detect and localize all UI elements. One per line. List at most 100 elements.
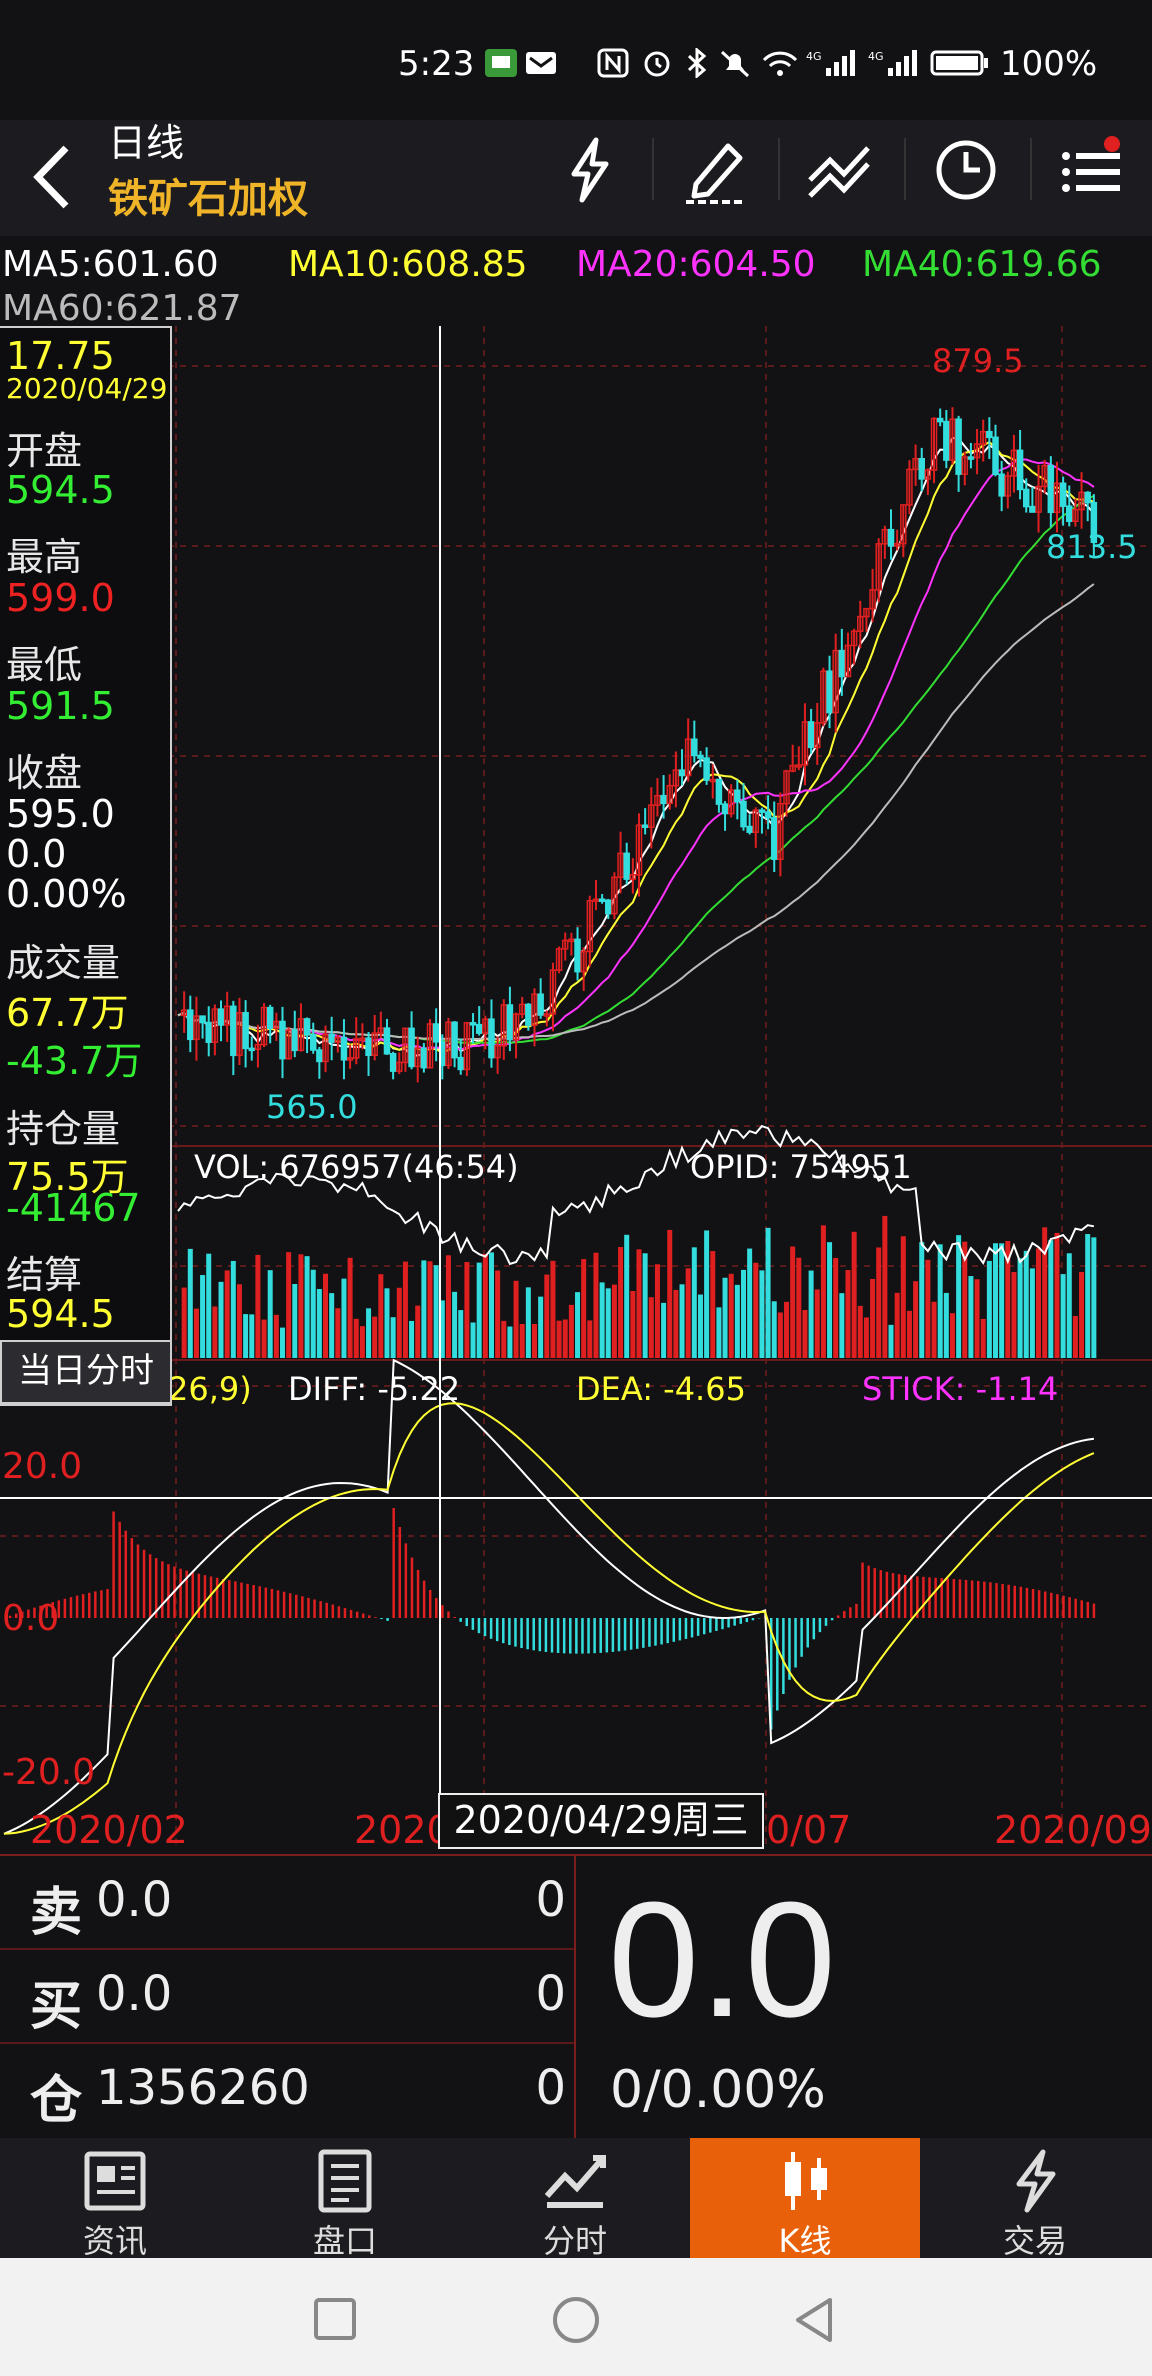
candle-body bbox=[205, 1021, 212, 1043]
volume-bar bbox=[630, 1291, 636, 1358]
candle-body bbox=[561, 939, 569, 950]
tab-news[interactable]: 资讯 bbox=[0, 2138, 230, 2260]
volume-bar bbox=[777, 1312, 783, 1358]
candle-body bbox=[1084, 491, 1091, 504]
volume-bar bbox=[298, 1254, 304, 1358]
back-nav-icon[interactable] bbox=[790, 2294, 838, 2346]
candle-body bbox=[426, 1023, 434, 1069]
volume-bar bbox=[341, 1278, 347, 1358]
volume-bar bbox=[673, 1289, 679, 1358]
back-icon[interactable] bbox=[26, 140, 76, 214]
candle-body bbox=[654, 794, 661, 806]
volume-text: VOL: 676957(46:54) bbox=[194, 1148, 519, 1186]
candle-body bbox=[623, 852, 630, 880]
volume-bar bbox=[433, 1265, 439, 1358]
volume-bar bbox=[316, 1289, 322, 1358]
volume-bar bbox=[747, 1248, 753, 1358]
candle-body bbox=[518, 1003, 526, 1015]
volume-bar bbox=[704, 1230, 710, 1358]
candle-body bbox=[254, 1043, 262, 1051]
menu-icon[interactable] bbox=[1054, 134, 1126, 206]
candle-body bbox=[703, 757, 710, 781]
clock-icon[interactable] bbox=[930, 134, 1002, 206]
volume-bar bbox=[993, 1243, 999, 1358]
candle-body bbox=[383, 1027, 391, 1055]
candle-body bbox=[598, 898, 606, 902]
macd-upper-label: 20.0 bbox=[2, 1446, 83, 1487]
candle-body bbox=[592, 898, 600, 902]
candle-body bbox=[500, 1004, 508, 1047]
candle-body bbox=[266, 1006, 274, 1030]
candle-body bbox=[316, 1049, 323, 1063]
volume-bar bbox=[1036, 1248, 1042, 1358]
volume-bar bbox=[255, 1254, 261, 1358]
candle-body bbox=[242, 1012, 249, 1050]
crosshair bbox=[0, 326, 1152, 1796]
volume-bar bbox=[882, 1215, 888, 1358]
volume-bar bbox=[999, 1243, 1005, 1358]
volume-bar bbox=[519, 1324, 525, 1358]
sell-price: 0.0 bbox=[96, 1872, 173, 1928]
volume-bar bbox=[888, 1324, 894, 1358]
volume-bar bbox=[1042, 1227, 1048, 1358]
app-notification-icon bbox=[485, 49, 517, 77]
volume-bar bbox=[839, 1293, 845, 1358]
oi-value: 75.5万 bbox=[6, 1155, 129, 1199]
candle-body bbox=[832, 649, 839, 714]
volume-bar bbox=[464, 1262, 470, 1358]
settle-value: 594.5 bbox=[6, 1292, 115, 1336]
change-pct-value: 0.00% bbox=[6, 872, 127, 916]
mute-icon bbox=[720, 50, 750, 78]
volume-bars bbox=[177, 1124, 1097, 1358]
recent-apps-icon[interactable] bbox=[312, 2296, 358, 2342]
volume-bar bbox=[654, 1264, 660, 1358]
candle-body bbox=[936, 417, 944, 423]
candle-body bbox=[777, 802, 784, 860]
candle-body bbox=[408, 1027, 415, 1068]
signal-icon-2: 4G bbox=[868, 50, 917, 76]
candle-body bbox=[979, 430, 987, 445]
tab-kline-label: K线 bbox=[778, 2222, 832, 2260]
indicator-icon[interactable] bbox=[804, 134, 876, 206]
svg-text:4G: 4G bbox=[868, 50, 884, 63]
oi-line bbox=[177, 1124, 1095, 1266]
intraday-button[interactable]: 当日分时 bbox=[0, 1340, 172, 1404]
tab-orderbook[interactable]: 盘口 bbox=[230, 2138, 460, 2260]
candle-body bbox=[279, 1020, 286, 1060]
candle-body bbox=[1090, 501, 1098, 544]
volume-bar bbox=[661, 1302, 667, 1358]
volume-bar bbox=[599, 1282, 605, 1358]
ma-lines bbox=[177, 436, 1095, 1058]
x-label-4: 2020/09 bbox=[994, 1808, 1152, 1852]
oi-change-value: -41467 bbox=[6, 1186, 141, 1230]
candle-body bbox=[684, 738, 692, 777]
volume-bar bbox=[415, 1305, 421, 1358]
volume-bar bbox=[482, 1253, 488, 1358]
candle-body bbox=[906, 468, 913, 506]
tab-intraday[interactable]: 分时 bbox=[460, 2138, 690, 2260]
tab-trade[interactable]: 交易 bbox=[920, 2138, 1150, 2260]
ma20-label: MA20:604.50 bbox=[576, 244, 816, 285]
volume-bar bbox=[986, 1260, 992, 1358]
battery-percent: 100% bbox=[1000, 44, 1098, 84]
volume-bar bbox=[759, 1270, 765, 1358]
candle-body bbox=[758, 809, 766, 813]
volume-bar bbox=[1072, 1315, 1078, 1358]
volume-bar bbox=[1060, 1274, 1066, 1358]
sell-row: 卖 0.0 0 bbox=[0, 1856, 574, 1950]
candle-body bbox=[555, 948, 563, 971]
flash-icon[interactable] bbox=[554, 134, 626, 206]
home-icon[interactable] bbox=[550, 2294, 602, 2346]
candle-body bbox=[574, 938, 581, 973]
tab-kline[interactable]: K线 bbox=[690, 2138, 920, 2260]
volume-bar bbox=[568, 1304, 574, 1358]
volume-bar bbox=[556, 1320, 562, 1358]
candle-body bbox=[445, 1021, 452, 1067]
draw-pen-icon[interactable] bbox=[680, 134, 752, 206]
candle-body bbox=[930, 417, 938, 471]
volume-bar bbox=[605, 1288, 611, 1358]
volume-bar bbox=[513, 1280, 519, 1358]
volume-bar bbox=[544, 1274, 550, 1358]
volume-bar bbox=[1079, 1271, 1085, 1358]
kline-chart[interactable] bbox=[0, 326, 1152, 1854]
